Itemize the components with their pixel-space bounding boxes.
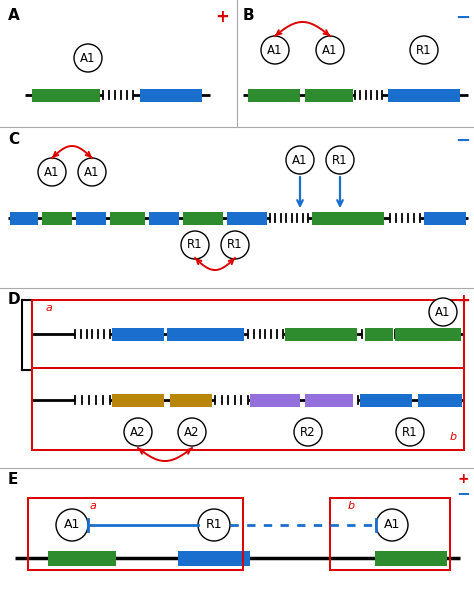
Circle shape <box>316 36 344 64</box>
Bar <box>32 300 464 368</box>
Text: A1: A1 <box>384 519 400 531</box>
Bar <box>32 89 100 101</box>
Text: E: E <box>8 472 18 487</box>
Bar <box>110 212 145 224</box>
Text: +: + <box>456 292 470 310</box>
Bar <box>183 212 223 224</box>
Bar <box>178 551 250 566</box>
Circle shape <box>221 231 249 259</box>
Text: R1: R1 <box>227 239 243 251</box>
Circle shape <box>294 418 322 446</box>
Text: b: b <box>348 501 355 511</box>
Bar <box>248 89 300 101</box>
Bar <box>112 327 164 341</box>
Bar <box>10 212 38 224</box>
Bar <box>250 394 300 406</box>
Text: A: A <box>8 8 20 23</box>
Text: R2: R2 <box>300 426 316 438</box>
Circle shape <box>78 158 106 186</box>
Bar <box>388 89 460 101</box>
Text: +: + <box>457 472 469 486</box>
Text: A1: A1 <box>322 43 338 57</box>
Text: −: − <box>456 9 471 27</box>
Text: A1: A1 <box>64 519 80 531</box>
Text: D: D <box>8 292 21 307</box>
Circle shape <box>74 44 102 72</box>
Circle shape <box>410 36 438 64</box>
Bar <box>285 327 357 341</box>
Bar <box>167 327 217 341</box>
Bar <box>149 212 179 224</box>
Bar <box>375 551 447 566</box>
Text: R1: R1 <box>332 154 348 166</box>
Text: R1: R1 <box>416 43 432 57</box>
Bar <box>312 212 384 224</box>
Circle shape <box>286 146 314 174</box>
Text: R1: R1 <box>206 519 222 531</box>
Circle shape <box>261 36 289 64</box>
Bar <box>330 498 450 570</box>
Bar <box>305 394 353 406</box>
Text: A1: A1 <box>267 43 283 57</box>
Text: A1: A1 <box>44 165 60 178</box>
Bar <box>227 212 267 224</box>
Text: R1: R1 <box>402 426 418 438</box>
Bar <box>140 89 202 101</box>
Circle shape <box>178 418 206 446</box>
Text: A2: A2 <box>130 426 146 438</box>
Text: A1: A1 <box>84 165 100 178</box>
Text: −: − <box>456 484 470 502</box>
Circle shape <box>396 418 424 446</box>
Bar <box>305 89 353 101</box>
Text: a: a <box>90 501 97 511</box>
Circle shape <box>326 146 354 174</box>
Text: A1: A1 <box>435 306 451 318</box>
Bar <box>112 327 162 341</box>
Text: A1: A1 <box>292 154 308 166</box>
Bar <box>76 212 106 224</box>
Circle shape <box>38 158 66 186</box>
Text: R1: R1 <box>187 239 203 251</box>
Text: A1: A1 <box>80 51 96 65</box>
Bar <box>168 327 178 341</box>
Text: C: C <box>8 132 19 147</box>
Bar <box>112 394 164 406</box>
Bar <box>222 327 244 341</box>
Bar <box>424 212 466 224</box>
Bar <box>170 394 212 406</box>
Bar <box>28 498 243 570</box>
Circle shape <box>124 418 152 446</box>
Circle shape <box>429 298 457 326</box>
Bar <box>360 394 412 406</box>
Text: a: a <box>46 303 53 313</box>
Bar <box>32 368 464 450</box>
Text: B: B <box>243 8 255 23</box>
Bar <box>395 327 461 341</box>
Bar <box>170 327 244 341</box>
Text: A2: A2 <box>184 426 200 438</box>
Bar <box>365 327 393 341</box>
Text: +: + <box>215 8 229 26</box>
Bar <box>48 551 116 566</box>
Bar <box>418 394 462 406</box>
Text: b: b <box>450 432 457 442</box>
Text: −: − <box>456 132 471 150</box>
Circle shape <box>376 509 408 541</box>
Bar <box>42 212 72 224</box>
Circle shape <box>198 509 230 541</box>
Circle shape <box>56 509 88 541</box>
Circle shape <box>181 231 209 259</box>
